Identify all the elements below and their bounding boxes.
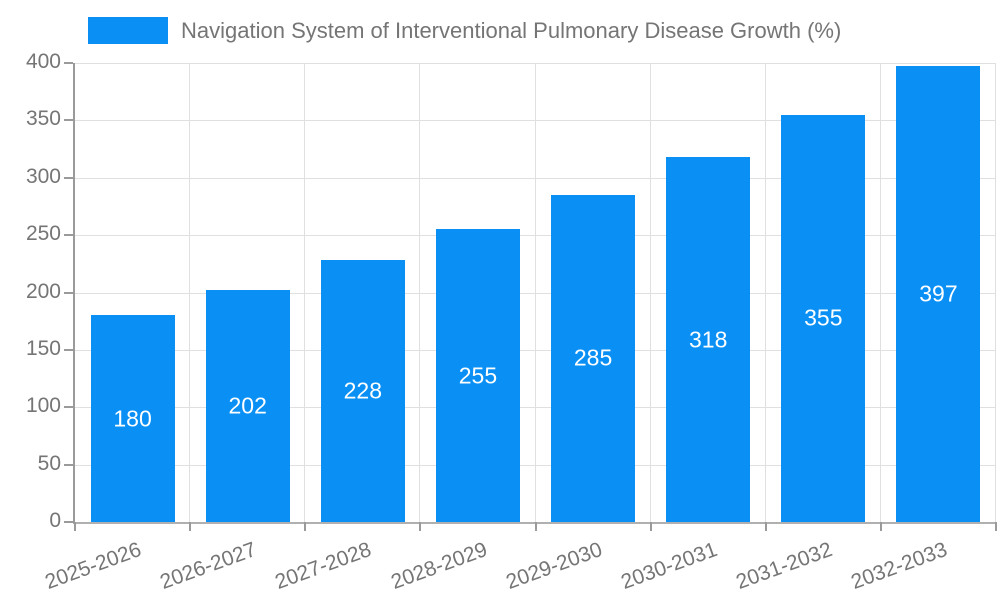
bar-2029-2030[interactable]: 285 [551, 194, 636, 522]
plot-area: 0 50 100 150 200 250 300 350 400 180 2025-2026 202 2… [26, 50, 997, 594]
y-tick-label-300: 300 [25, 164, 61, 188]
bar-value-label: 397 [919, 280, 958, 307]
bar-value-label: 180 [113, 405, 152, 432]
gridline-y-250 [75, 235, 996, 237]
y-tick-label-400: 400 [25, 50, 61, 74]
legend[interactable]: Navigation System of Interventional Pulm… [88, 17, 841, 44]
x-axis-tick-4 [534, 522, 537, 531]
x-axis-tick-2 [304, 522, 307, 531]
gridline-x-2 [304, 63, 306, 522]
bar-value-label: 228 [343, 377, 382, 404]
gridline-y-100 [75, 407, 996, 409]
y-axis-tick-100 [64, 406, 73, 409]
y-axis-tick-50 [64, 463, 73, 466]
x-tick-label-2031-2032: 2031-2032 [732, 538, 836, 594]
x-tick-label-2027-2028: 2027-2028 [272, 538, 375, 594]
y-tick-label-150: 150 [25, 336, 61, 360]
gridline-y-200 [75, 292, 996, 294]
bar-2032-2033[interactable]: 397 [896, 66, 981, 522]
y-axis-tick-350 [64, 119, 73, 122]
x-axis-tick-5 [649, 522, 652, 531]
gridline-y-300 [75, 177, 996, 179]
y-tick-label-200: 200 [25, 279, 61, 303]
x-axis-tick-7 [879, 522, 882, 531]
gridline-x-8 [995, 63, 996, 522]
bar-value-label: 255 [458, 362, 498, 389]
gridline-y-50 [75, 464, 996, 466]
gridline-x-6 [764, 63, 766, 522]
y-axis-tick-200 [64, 291, 73, 294]
gridline-y-400 [75, 63, 996, 64]
y-tick-label-0: 0 [49, 509, 61, 533]
gridline-y-350 [75, 120, 996, 122]
bar-value-label: 355 [804, 304, 843, 331]
x-tick-label-2026-2027: 2026-2027 [157, 538, 260, 594]
x-tick-label-2030-2031: 2030-2031 [617, 538, 721, 594]
y-axis-tick-0 [64, 521, 73, 523]
x-axis-tick-0 [74, 522, 76, 531]
x-tick-label-2025-2026: 2025-2026 [42, 538, 145, 594]
gridline-y-150 [75, 349, 996, 351]
x-tick-label-2028-2029: 2028-2029 [387, 538, 490, 594]
y-tick-label-100: 100 [25, 394, 61, 418]
x-tick-label-2032-2033: 2032-2033 [848, 538, 951, 594]
x-tick-label-2029-2030: 2029-2030 [502, 538, 605, 594]
y-axis-tick-300 [64, 176, 73, 179]
bar-2028-2029[interactable]: 255 [435, 229, 520, 522]
legend-swatch[interactable] [88, 17, 168, 44]
y-tick-label-350: 350 [25, 107, 61, 131]
bar-2031-2032[interactable]: 355 [781, 114, 866, 522]
y-tick-label-250: 250 [25, 222, 61, 246]
gridline-x-3 [419, 63, 421, 522]
bar-2027-2028[interactable]: 228 [320, 260, 405, 522]
bar-value-label: 285 [573, 344, 613, 371]
x-axis-tick-8 [995, 522, 997, 531]
legend-label[interactable]: Navigation System of Interventional Pulm… [181, 17, 842, 43]
y-tick-label-50: 50 [37, 451, 61, 475]
gridline-x-5 [649, 63, 651, 522]
gridline-x-7 [879, 63, 881, 522]
y-axis-tick-400 [64, 62, 73, 64]
x-axis-tick-1 [189, 522, 192, 531]
bar-value-label: 318 [689, 326, 728, 353]
bar-2025-2026[interactable]: 180 [90, 315, 175, 522]
y-axis-tick-150 [64, 348, 73, 351]
x-axis-tick-3 [419, 522, 422, 531]
bar-2030-2031[interactable]: 318 [666, 157, 751, 522]
bar-2026-2027[interactable]: 202 [205, 290, 290, 522]
y-axis-tick-250 [64, 234, 73, 237]
gridline-x-1 [189, 63, 191, 522]
gridline-x-4 [534, 63, 536, 522]
bar-value-label: 202 [228, 392, 267, 419]
x-axis-tick-6 [764, 522, 767, 531]
